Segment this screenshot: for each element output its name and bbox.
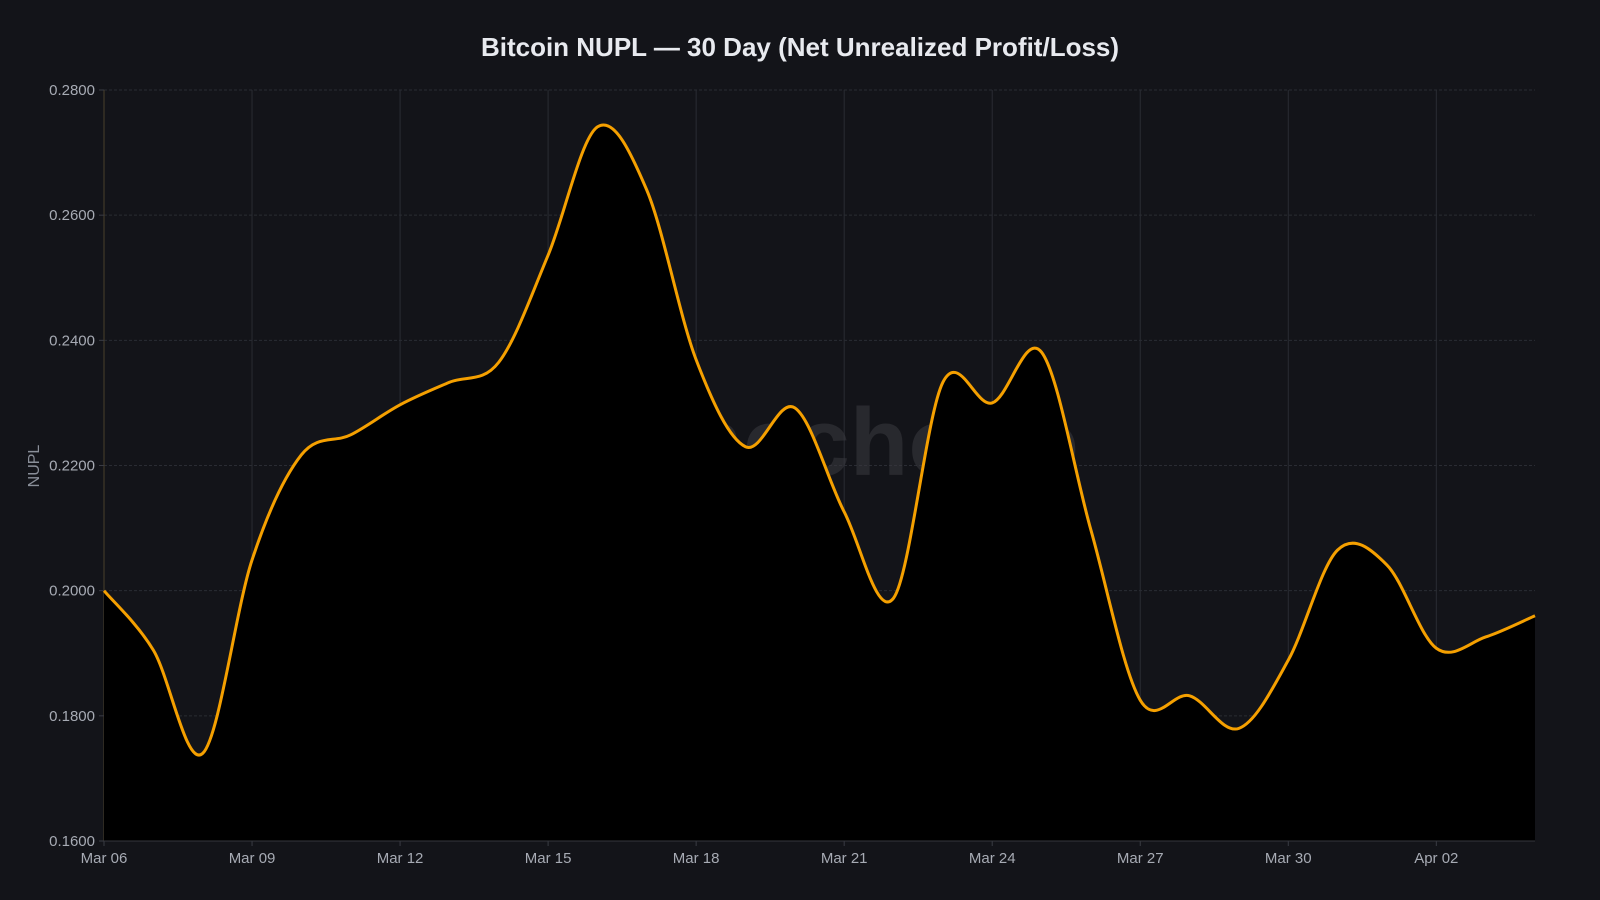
y-tick-label: 0.2000 bbox=[49, 583, 95, 600]
y-tick-label: 0.2400 bbox=[49, 332, 95, 349]
y-tick-label: 0.1600 bbox=[49, 833, 95, 850]
x-tick-label: Mar 30 bbox=[1265, 850, 1312, 867]
x-tick-label: Mar 18 bbox=[673, 850, 720, 867]
x-tick-label: Mar 09 bbox=[229, 850, 276, 867]
x-axis: Mar 06 Mar 09 Mar 12 Mar 15 Mar 18 Mar 21 Mar … bbox=[81, 840, 1535, 867]
x-tick-label: Mar 21 bbox=[821, 850, 868, 867]
y-tick-label: 0.1800 bbox=[49, 708, 95, 725]
nupl-line bbox=[102, 123, 1536, 757]
x-tick-label: Apr 02 bbox=[1414, 850, 1458, 867]
x-tick-label: Mar 06 bbox=[81, 850, 128, 867]
chart-title: Bitcoin NUPL — 30 Day (Net Unrealized Pr… bbox=[480, 32, 1120, 62]
x-tick-label: Mar 27 bbox=[1117, 850, 1164, 867]
y-axis-title: NUPL bbox=[26, 445, 43, 488]
y-tick-label: 0.2600 bbox=[49, 207, 95, 224]
y-axis: 0.1600 0.1800 0.2000 0.2200 0.2400 0.2600 0.28… bbox=[49, 82, 104, 850]
area-fill bbox=[104, 124, 1535, 841]
y-tick-label: 0.2800 bbox=[49, 82, 95, 99]
x-tick-label: Mar 24 bbox=[969, 850, 1016, 867]
x-tick-label: Mar 15 bbox=[525, 850, 572, 867]
y-tick-label: 0.2200 bbox=[49, 458, 95, 475]
x-tick-label: Mar 12 bbox=[377, 850, 424, 867]
